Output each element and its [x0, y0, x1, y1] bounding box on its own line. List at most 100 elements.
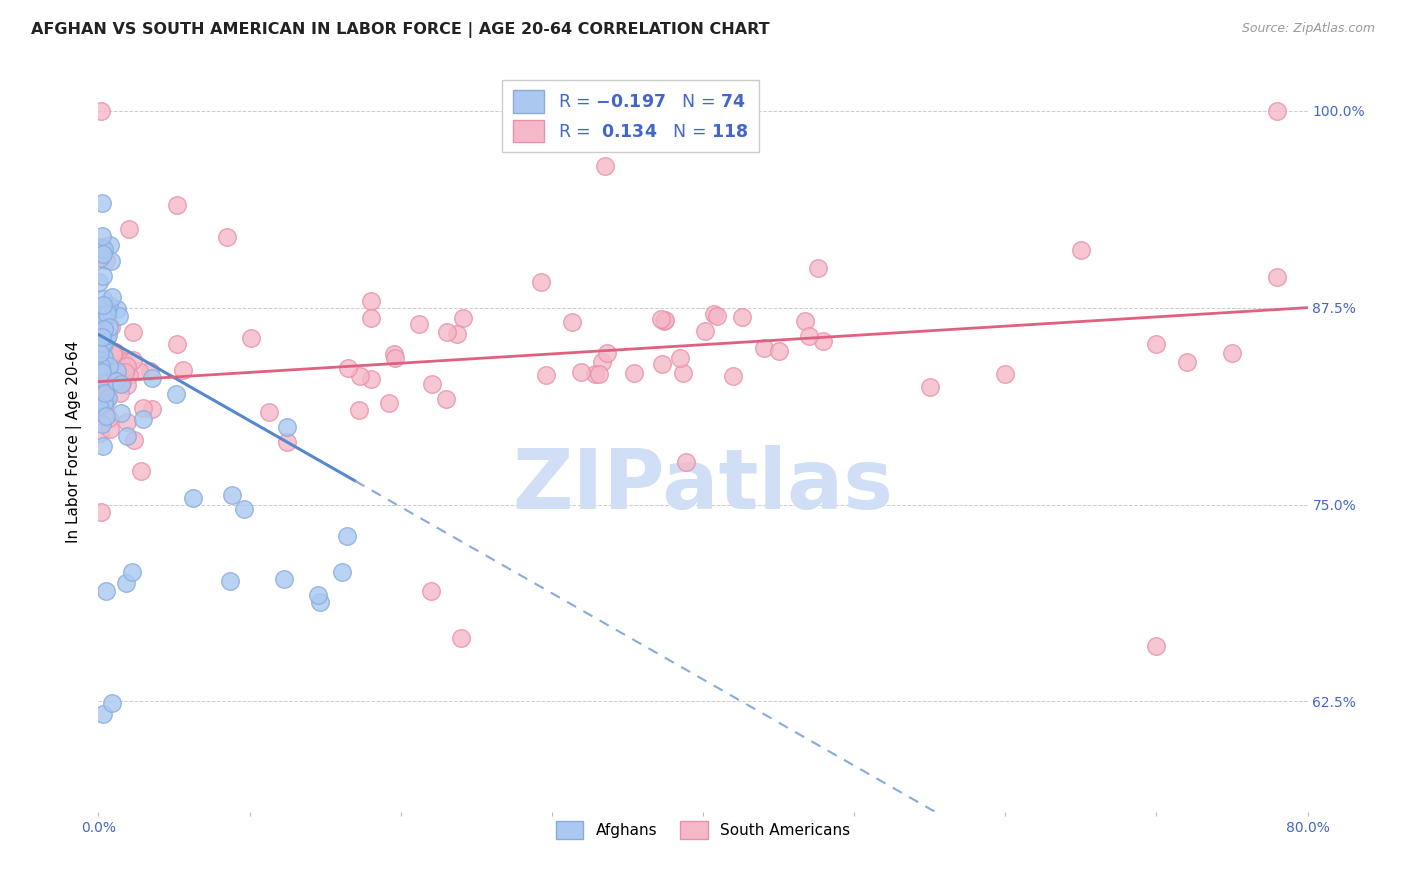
- Point: [110, 377, 132, 392]
- Point: [90, 310, 112, 325]
- Point: [91, 241, 114, 255]
- Point: [94, 310, 117, 324]
- Point: [104, 366, 127, 380]
- Point: [97, 391, 120, 405]
- Point: [706, 309, 728, 323]
- Point: [650, 312, 672, 326]
- Point: [105, 358, 128, 372]
- Point: [588, 367, 610, 381]
- Point: [89, 343, 111, 358]
- Point: [654, 313, 676, 327]
- Point: [994, 367, 1017, 381]
- Point: [218, 574, 240, 588]
- Point: [422, 377, 444, 392]
- Point: [114, 576, 136, 591]
- Point: [595, 346, 617, 360]
- Point: [336, 360, 359, 375]
- Point: [97, 411, 120, 425]
- Point: [593, 159, 616, 173]
- Point: [1267, 103, 1289, 118]
- Point: [128, 363, 150, 377]
- Point: [93, 322, 115, 336]
- Point: [89, 426, 111, 441]
- Point: [117, 359, 139, 373]
- Point: [89, 330, 111, 344]
- Point: [94, 408, 117, 422]
- Point: [377, 396, 399, 410]
- Point: [89, 341, 111, 355]
- Point: [101, 696, 124, 710]
- Point: [797, 329, 820, 343]
- Point: [672, 366, 695, 380]
- Point: [105, 302, 128, 317]
- Point: [89, 355, 111, 369]
- Point: [98, 359, 121, 374]
- Point: [104, 377, 127, 392]
- Point: [94, 252, 117, 267]
- Point: [121, 352, 143, 367]
- Point: [91, 292, 114, 306]
- Point: [534, 368, 557, 382]
- Point: [93, 337, 115, 351]
- Point: [89, 369, 111, 384]
- Point: [446, 327, 468, 342]
- Point: [332, 565, 354, 579]
- Point: [89, 387, 111, 401]
- Point: [100, 254, 122, 268]
- Point: [360, 372, 382, 386]
- Point: [115, 415, 138, 429]
- Point: [90, 195, 112, 210]
- Point: [90, 103, 112, 118]
- Point: [93, 367, 115, 381]
- Point: [90, 365, 112, 379]
- Point: [1070, 243, 1092, 257]
- Point: [97, 298, 120, 312]
- Point: [110, 386, 132, 401]
- Point: [131, 412, 153, 426]
- Point: [107, 310, 129, 324]
- Point: [90, 417, 112, 432]
- Point: [139, 364, 162, 378]
- Point: [98, 422, 121, 436]
- Point: [90, 301, 112, 315]
- Point: [1327, 317, 1350, 331]
- Point: [96, 330, 118, 344]
- Point: [118, 222, 141, 236]
- Legend: Afghans, South Americans: Afghans, South Americans: [550, 815, 856, 845]
- Point: [96, 390, 118, 404]
- Point: [794, 314, 817, 328]
- Point: [675, 455, 697, 469]
- Point: [768, 344, 790, 359]
- Point: [1175, 354, 1198, 368]
- Point: [115, 378, 138, 392]
- Point: [308, 595, 330, 609]
- Point: [807, 261, 830, 276]
- Point: [91, 335, 114, 350]
- Point: [360, 294, 382, 309]
- Point: [651, 357, 673, 371]
- Point: [561, 315, 583, 329]
- Point: [89, 399, 111, 413]
- Point: [89, 275, 111, 289]
- Point: [89, 330, 111, 344]
- Point: [94, 396, 117, 410]
- Point: [117, 429, 139, 443]
- Point: [141, 370, 163, 384]
- Point: [91, 355, 114, 369]
- Point: [1144, 640, 1167, 654]
- Point: [112, 354, 135, 368]
- Point: [118, 368, 141, 382]
- Point: [103, 347, 125, 361]
- Point: [90, 333, 112, 347]
- Point: [89, 379, 111, 393]
- Point: [105, 364, 128, 378]
- Point: [91, 439, 114, 453]
- Point: [813, 334, 835, 348]
- Text: ZIPatlas: ZIPatlas: [513, 445, 893, 526]
- Point: [90, 346, 112, 360]
- Point: [583, 367, 606, 381]
- Point: [100, 319, 122, 334]
- Point: [131, 401, 153, 416]
- Point: [105, 374, 128, 388]
- Point: [89, 346, 111, 360]
